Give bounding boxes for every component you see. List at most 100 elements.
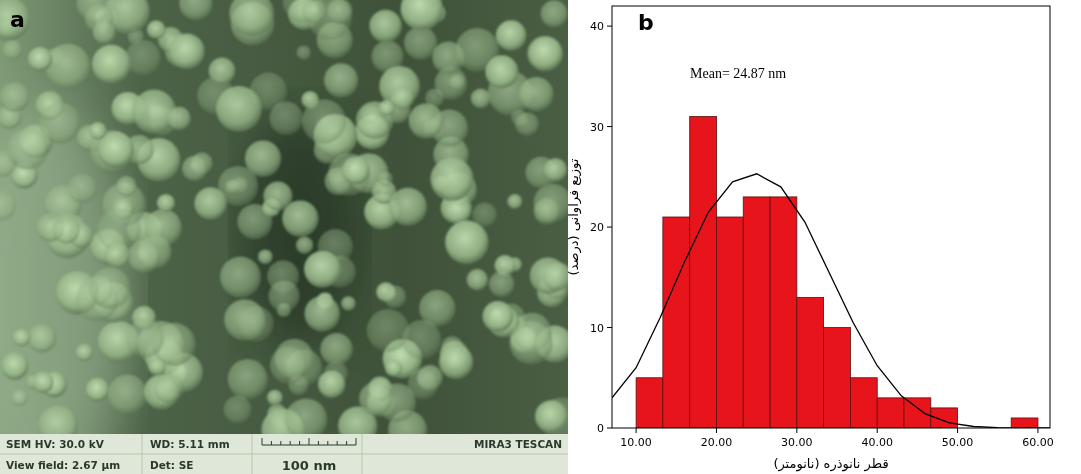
info-text: MIRA3 TESCAN bbox=[474, 438, 562, 450]
particle bbox=[7, 129, 48, 170]
y-tick-label: 10 bbox=[590, 322, 604, 335]
histogram-bar bbox=[690, 117, 717, 428]
particle bbox=[449, 74, 465, 90]
particle bbox=[92, 45, 131, 84]
particle bbox=[320, 333, 353, 366]
y-tick bbox=[607, 327, 612, 328]
scale-bar-tick bbox=[299, 441, 300, 445]
particle bbox=[182, 156, 207, 181]
particle bbox=[86, 378, 109, 401]
particles bbox=[0, 0, 568, 434]
histogram-bar bbox=[716, 217, 743, 428]
y-axis-title: توزیع فراوانی (درصد) bbox=[566, 158, 582, 275]
y-tick bbox=[607, 126, 612, 127]
info-bar: SEM HV: 30.0 kVWD: 5.11 mmMIRA3 TESCANVi… bbox=[0, 434, 568, 474]
particle bbox=[216, 86, 262, 132]
particle bbox=[507, 194, 522, 209]
particle bbox=[154, 374, 183, 403]
y-tick-label: 0 bbox=[597, 422, 604, 435]
particle bbox=[267, 390, 283, 406]
x-tick bbox=[636, 428, 637, 433]
particle bbox=[304, 296, 340, 332]
particle bbox=[194, 187, 226, 219]
particle bbox=[535, 400, 568, 433]
particle bbox=[489, 272, 514, 297]
y-tick-label: 30 bbox=[590, 121, 604, 134]
particle bbox=[327, 0, 352, 24]
panel-label: a bbox=[10, 7, 25, 32]
particle bbox=[496, 20, 527, 51]
particle bbox=[369, 10, 402, 43]
scale-bar-tick bbox=[318, 441, 319, 445]
x-tick-label: 20.00 bbox=[701, 436, 733, 449]
particle bbox=[430, 158, 473, 201]
particle bbox=[270, 347, 307, 384]
x-tick-label: 10.00 bbox=[620, 436, 652, 449]
histogram-bar bbox=[904, 398, 931, 428]
particle bbox=[467, 269, 488, 290]
info-divider bbox=[142, 434, 143, 474]
panel-label: b bbox=[638, 10, 654, 35]
particle bbox=[209, 58, 236, 85]
particle bbox=[444, 197, 471, 224]
scale-bar-tick bbox=[327, 441, 328, 445]
particle bbox=[0, 82, 29, 111]
y-tick-label: 20 bbox=[590, 221, 604, 234]
particle bbox=[485, 55, 518, 88]
particle bbox=[220, 257, 261, 298]
particle bbox=[527, 36, 562, 71]
particle bbox=[384, 285, 407, 308]
particle bbox=[304, 251, 341, 288]
particle bbox=[1, 353, 28, 380]
annotation: Mean= 24.87 nm bbox=[690, 66, 786, 81]
particle bbox=[169, 34, 205, 70]
particle bbox=[359, 382, 393, 416]
y-tick-label: 40 bbox=[590, 20, 604, 33]
histogram-bar bbox=[663, 217, 690, 428]
particle bbox=[229, 0, 274, 36]
particle bbox=[128, 240, 161, 273]
x-tick-label: 50.00 bbox=[942, 436, 974, 449]
particle bbox=[302, 0, 326, 23]
particle bbox=[401, 0, 443, 30]
particle bbox=[228, 359, 268, 399]
particle bbox=[509, 321, 552, 364]
particle bbox=[519, 77, 553, 111]
particle bbox=[126, 320, 164, 358]
scale-bar-tick bbox=[262, 438, 263, 445]
info-text: View field: 2.67 µm bbox=[6, 459, 120, 471]
particle bbox=[157, 194, 175, 212]
particle bbox=[0, 0, 30, 41]
particle bbox=[404, 26, 437, 59]
particle bbox=[167, 107, 190, 130]
particle bbox=[385, 360, 402, 377]
particle bbox=[89, 122, 107, 140]
scale-bar-tick bbox=[280, 441, 281, 445]
particle bbox=[2, 40, 22, 60]
particle bbox=[179, 0, 212, 20]
x-tick bbox=[796, 428, 797, 433]
info-text: Det: SE bbox=[150, 459, 193, 471]
particle bbox=[38, 406, 78, 434]
particle bbox=[28, 47, 52, 71]
y-axis: 0 10 20 30 40 bbox=[590, 20, 612, 435]
info-divider bbox=[0, 454, 568, 455]
info-divider bbox=[362, 434, 363, 474]
particle bbox=[302, 99, 346, 143]
figure: a SEM HV: 30.0 kVWD: 5.11 mmMIRA3 TESCANV… bbox=[0, 0, 1081, 474]
x-tick-label: 30.00 bbox=[781, 436, 813, 449]
particle bbox=[0, 191, 16, 221]
particle bbox=[263, 181, 292, 210]
particle bbox=[269, 102, 303, 136]
particle bbox=[445, 221, 488, 264]
info-text: SEM HV: 30.0 kV bbox=[6, 438, 105, 450]
particle bbox=[93, 21, 116, 44]
plot-frame bbox=[612, 6, 1050, 428]
particle bbox=[324, 63, 358, 97]
plot-area bbox=[612, 6, 1050, 428]
particle bbox=[534, 198, 560, 224]
particle bbox=[389, 188, 427, 226]
particle bbox=[76, 344, 93, 361]
particle bbox=[297, 46, 311, 60]
particle bbox=[125, 40, 160, 75]
